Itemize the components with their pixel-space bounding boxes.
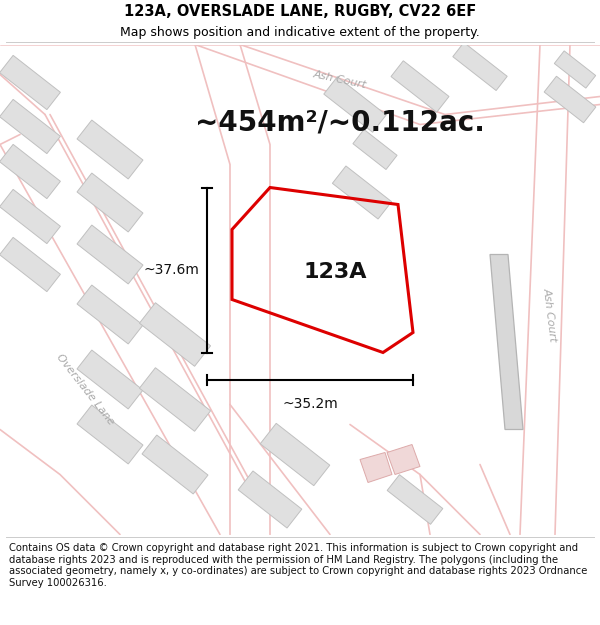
Polygon shape [0,56,61,109]
Text: Ash Court: Ash Court [313,69,368,90]
Polygon shape [490,254,523,429]
Text: Ash Court: Ash Court [542,287,558,342]
Polygon shape [77,405,143,464]
Text: Overslade Lane: Overslade Lane [54,352,116,427]
Text: 123A: 123A [303,262,367,282]
Polygon shape [544,76,596,122]
Polygon shape [353,129,397,169]
Polygon shape [332,166,392,219]
Polygon shape [0,189,61,244]
Polygon shape [139,368,211,431]
Polygon shape [77,173,143,232]
Text: Map shows position and indicative extent of the property.: Map shows position and indicative extent… [120,26,480,39]
Polygon shape [387,444,420,474]
Text: 123A, OVERSLADE LANE, RUGBY, CV22 6EF: 123A, OVERSLADE LANE, RUGBY, CV22 6EF [124,4,476,19]
Text: ~37.6m: ~37.6m [143,263,199,277]
Polygon shape [0,238,61,292]
Polygon shape [238,471,302,528]
Polygon shape [324,77,386,132]
Polygon shape [554,51,596,88]
Polygon shape [453,42,507,91]
Polygon shape [77,225,143,284]
Polygon shape [0,99,61,154]
Text: Contains OS data © Crown copyright and database right 2021. This information is : Contains OS data © Crown copyright and d… [9,543,587,588]
Text: ~35.2m: ~35.2m [282,398,338,411]
Polygon shape [77,285,143,344]
Polygon shape [77,120,143,179]
Polygon shape [0,144,61,199]
Polygon shape [142,435,208,494]
Polygon shape [360,452,392,482]
Polygon shape [387,475,443,524]
Polygon shape [139,302,211,366]
Polygon shape [260,423,330,486]
Text: ~454m²/~0.112ac.: ~454m²/~0.112ac. [195,109,485,136]
Polygon shape [77,350,143,409]
Polygon shape [391,61,449,112]
